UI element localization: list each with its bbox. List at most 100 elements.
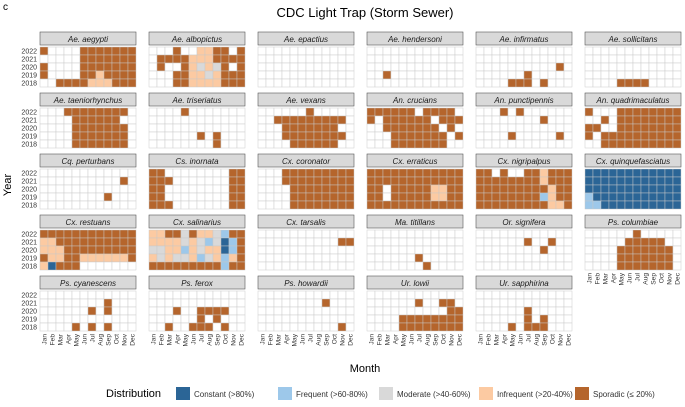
heatmap-cell <box>446 131 456 141</box>
heatmap-cell <box>265 184 275 194</box>
y-axis-title: Year <box>2 174 14 197</box>
heatmap-cell <box>600 131 610 141</box>
x-tick-label: Sep <box>651 273 658 285</box>
legend: Distribution Constant (>80%) Frequent (>6… <box>106 387 655 400</box>
heatmap-cell <box>212 139 222 149</box>
heatmap-cell <box>95 123 105 133</box>
heatmap-cell <box>475 306 485 316</box>
heatmap-cell <box>321 70 331 80</box>
heatmap-cell <box>164 78 174 88</box>
heatmap-cell <box>95 46 105 56</box>
heatmap-cell <box>414 115 424 125</box>
heatmap-cell <box>103 298 113 308</box>
heatmap-cell <box>119 78 129 88</box>
heatmap-cell <box>491 290 501 300</box>
y-tick-label: 2019 <box>21 317 37 324</box>
heatmap-cell <box>164 261 174 271</box>
heatmap-cell <box>55 298 65 308</box>
heatmap-cell <box>531 306 541 316</box>
heatmap-cell <box>63 306 73 316</box>
heatmap-cell <box>555 253 565 263</box>
heatmap-cell <box>507 261 517 271</box>
heatmap-cell <box>515 298 525 308</box>
heatmap-cell <box>531 107 541 117</box>
heatmap-cell <box>55 253 65 263</box>
heatmap-cell <box>584 139 594 149</box>
heatmap-cell <box>555 176 565 186</box>
heatmap-cell <box>563 78 573 88</box>
heatmap-cell <box>584 192 594 202</box>
heatmap-cell <box>382 176 392 186</box>
heatmap-cell <box>406 237 416 247</box>
heatmap-cell <box>446 192 456 202</box>
heatmap-cell <box>616 261 626 271</box>
heatmap-cell <box>382 253 392 263</box>
heatmap-cell <box>180 261 190 271</box>
heatmap-cell <box>366 253 376 263</box>
heatmap-cell <box>624 229 634 239</box>
facet-label: Ps. columbiae <box>608 218 659 227</box>
heatmap-cell <box>483 314 493 324</box>
heatmap-cell <box>55 107 65 117</box>
heatmap-cell <box>212 314 222 324</box>
heatmap-cell <box>119 298 129 308</box>
heatmap-cell <box>313 107 323 117</box>
heatmap-cell <box>414 78 424 88</box>
heatmap-cell <box>39 168 49 178</box>
heatmap-cell <box>664 54 674 64</box>
heatmap-cell <box>507 78 517 88</box>
heatmap-cell <box>329 306 339 316</box>
heatmap-cell <box>664 62 674 72</box>
heatmap-cell <box>624 131 634 141</box>
heatmap-cell <box>406 261 416 271</box>
heatmap-cell <box>273 46 283 56</box>
heatmap-cell <box>103 176 113 186</box>
heatmap-cell <box>297 298 307 308</box>
heatmap-cell <box>55 70 65 80</box>
heatmap-cell <box>127 168 137 178</box>
heatmap-cell <box>640 70 650 80</box>
heatmap-cell <box>624 176 634 186</box>
heatmap-cell <box>592 123 602 133</box>
heatmap-cell <box>172 78 182 88</box>
heatmap-cell <box>483 139 493 149</box>
heatmap-cell <box>220 123 230 133</box>
heatmap-cell <box>281 253 291 263</box>
heatmap-cell <box>664 131 674 141</box>
heatmap-cell <box>398 184 408 194</box>
heatmap-cell <box>491 184 501 194</box>
heatmap-cell <box>345 115 355 125</box>
heatmap-cell <box>289 176 299 186</box>
x-tick-label: Apr <box>175 333 182 344</box>
heatmap-cell <box>79 123 89 133</box>
heatmap-cell <box>228 192 238 202</box>
heatmap-cell <box>321 290 331 300</box>
heatmap-cell <box>547 322 557 332</box>
heatmap-cell <box>475 168 485 178</box>
heatmap-cell <box>366 261 376 271</box>
heatmap-cell <box>430 78 440 88</box>
heatmap-cell <box>491 46 501 56</box>
heatmap-cell <box>313 322 323 332</box>
heatmap-cell <box>382 290 392 300</box>
x-tick-label: Jul <box>90 333 97 342</box>
heatmap-cell <box>95 200 105 210</box>
heatmap-cell <box>438 314 448 324</box>
heatmap-cell <box>196 168 206 178</box>
heatmap-cell <box>592 78 602 88</box>
heatmap-cell <box>212 261 222 271</box>
heatmap-cell <box>499 314 509 324</box>
heatmap-cell <box>321 298 331 308</box>
facet-panel: An. quadrimaculatus <box>584 92 682 149</box>
heatmap-cell <box>281 245 291 255</box>
heatmap-cell <box>127 115 137 125</box>
heatmap-cell <box>228 290 238 300</box>
heatmap-cell <box>446 115 456 125</box>
heatmap-cell <box>265 200 275 210</box>
heatmap-cell <box>180 298 190 308</box>
heatmap-cell <box>321 78 331 88</box>
heatmap-cell <box>313 62 323 72</box>
heatmap-cell <box>491 237 501 247</box>
heatmap-cell <box>148 115 158 125</box>
heatmap-cell <box>624 78 634 88</box>
